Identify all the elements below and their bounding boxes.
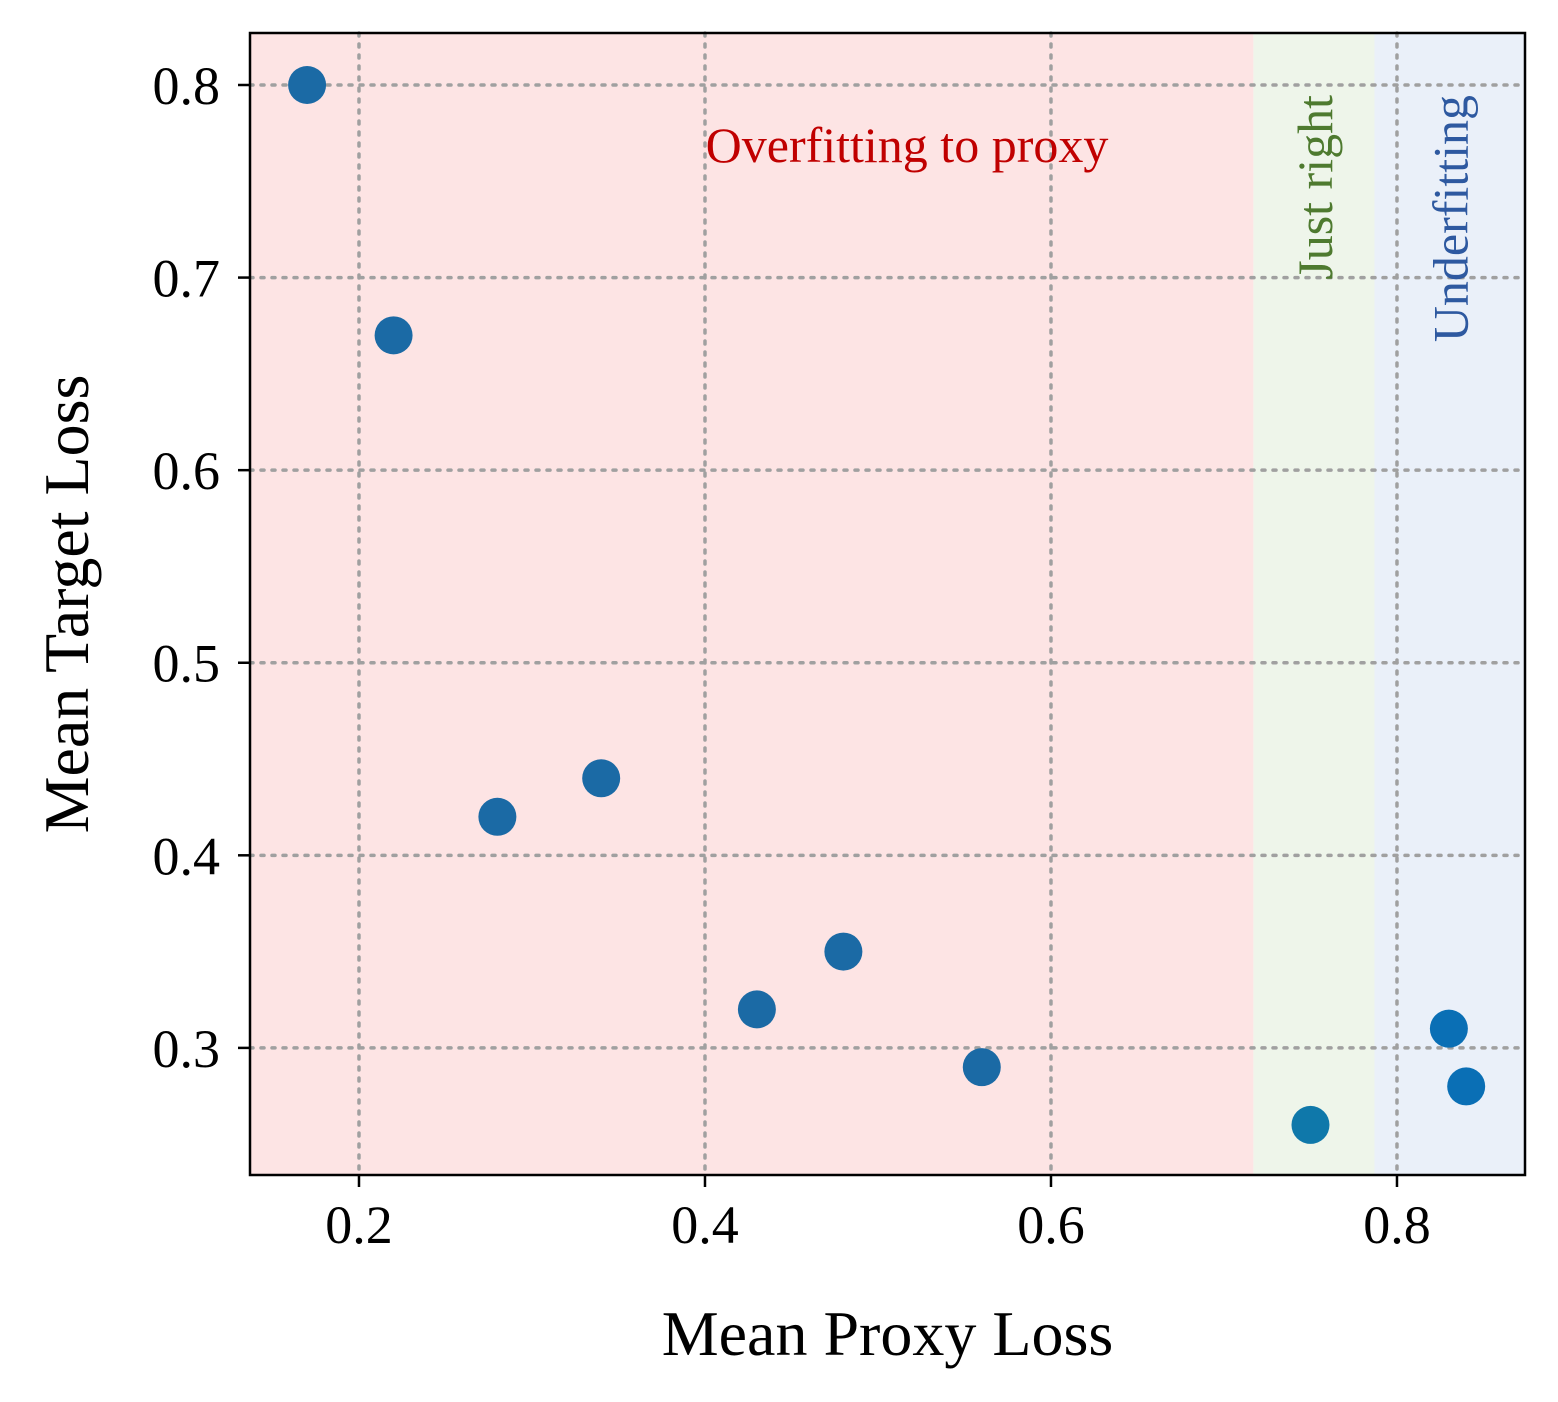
region-just-right [1253,33,1375,1175]
region-label-underfitting: Underfitting [1423,95,1479,342]
y-axis-title: Mean Target Loss [31,375,102,834]
y-tick-label: 0.4 [153,826,221,886]
x-axis-title: Mean Proxy Loss [662,1298,1114,1369]
plot-frame [248,31,1527,1177]
data-points [288,65,1486,1144]
data-point [1429,1009,1468,1048]
data-point [1447,1067,1486,1106]
region-label-overfitting: Overfitting to proxy [706,117,1109,173]
region-labels: Overfitting to proxy Just right Underfitti… [706,95,1479,342]
x-tick-label: 0.4 [671,1195,739,1255]
region-backgrounds [250,33,1525,1175]
data-point [374,316,413,355]
data-point [582,759,621,798]
region-overfitting [250,33,1254,1175]
region-label-just-right: Just right [1287,95,1343,280]
x-tick-label: 0.8 [1363,1195,1431,1255]
y-tick-label: 0.7 [153,249,221,309]
data-point [737,990,776,1029]
region-underfitting [1374,33,1525,1175]
data-point [288,65,327,104]
data-point [1291,1105,1330,1144]
data-point [962,1048,1001,1087]
y-tick-label: 0.3 [153,1019,221,1079]
axis-ticks: 0.2 0.4 0.6 0.8 0.3 0.4 0.5 0.6 0.7 0.8 [153,56,1431,1255]
data-point [824,932,863,971]
x-tick-label: 0.2 [325,1195,393,1255]
y-tick-label: 0.6 [153,441,221,501]
x-tick-label: 0.6 [1017,1195,1085,1255]
data-point [478,797,517,836]
y-tick-label: 0.8 [153,56,221,116]
grid-lines [248,31,1527,1177]
y-tick-label: 0.5 [153,634,221,694]
